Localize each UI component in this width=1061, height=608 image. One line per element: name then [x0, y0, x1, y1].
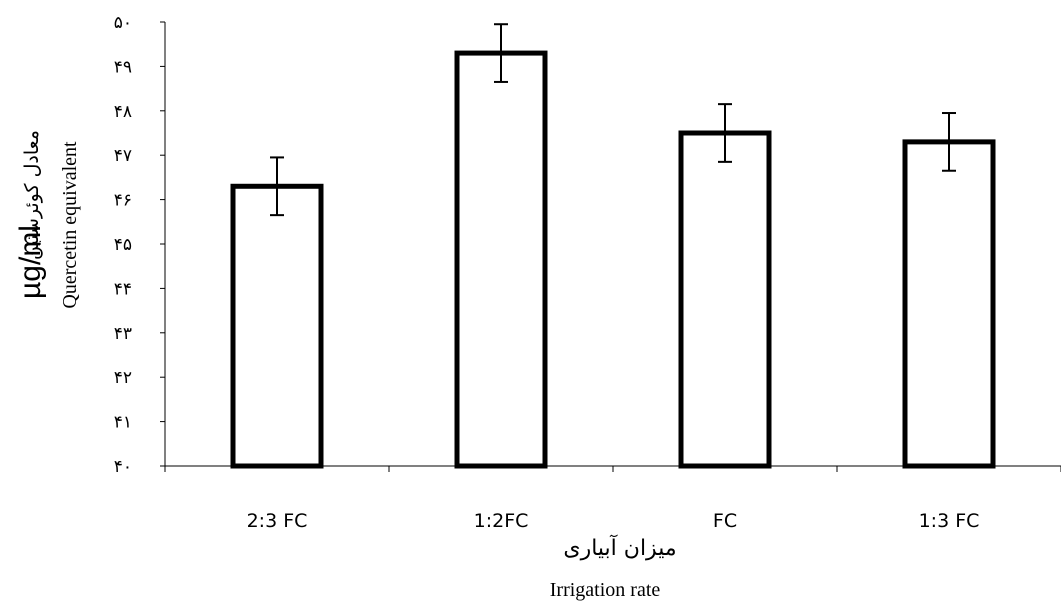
y-tick-label: ۴۶ — [114, 191, 132, 211]
y-axis-label-persian: معادل کوئرستین — [21, 130, 43, 260]
y-tick-label: ۴۵ — [114, 235, 132, 255]
y-axis: ۴۰ ۴۱ ۴۲ ۴۳ ۴۴ ۴۵ ۴۶ ۴۷ ۴۸ ۴۹ ۵۰ — [114, 13, 166, 477]
y-tick-label: ۴۹ — [114, 57, 132, 77]
y-tick-label: ۵۰ — [114, 13, 132, 33]
bar — [678, 130, 772, 469]
x-axis-label-persian: میزان آبیاری — [563, 534, 676, 561]
y-tick-label: ۴۲ — [114, 368, 132, 388]
bar — [902, 139, 996, 469]
x-tick-label: FC — [713, 510, 737, 532]
y-tick-label: ۴۰ — [114, 457, 132, 477]
x-tick-label: 2:3 FC — [247, 510, 308, 532]
x-tick-label: 1:3 FC — [919, 510, 980, 532]
bars — [230, 50, 996, 469]
bar — [454, 50, 548, 469]
error-bar — [270, 156, 284, 217]
x-tick-label: 1:2FC — [474, 510, 529, 532]
error-bar — [494, 23, 508, 83]
y-tick-label: ۴۱ — [114, 413, 132, 433]
x-axis: 2:3 FC 1:2FC FC 1:3 FC — [164, 465, 1061, 532]
error-bar — [718, 103, 732, 163]
y-axis-label: Quercetin equivalent — [59, 141, 81, 309]
x-axis-label: Irrigation rate — [550, 579, 661, 601]
error-bar — [942, 112, 956, 172]
y-tick-label: ۴۸ — [114, 102, 132, 122]
y-tick-label: ۴۴ — [114, 279, 132, 299]
y-tick-label: ۴۷ — [114, 146, 132, 166]
y-tick-label: ۴۳ — [114, 324, 132, 344]
error-bars — [270, 23, 956, 217]
bar — [230, 183, 324, 469]
y-axis-unit-label: µg/ml — [14, 225, 47, 299]
